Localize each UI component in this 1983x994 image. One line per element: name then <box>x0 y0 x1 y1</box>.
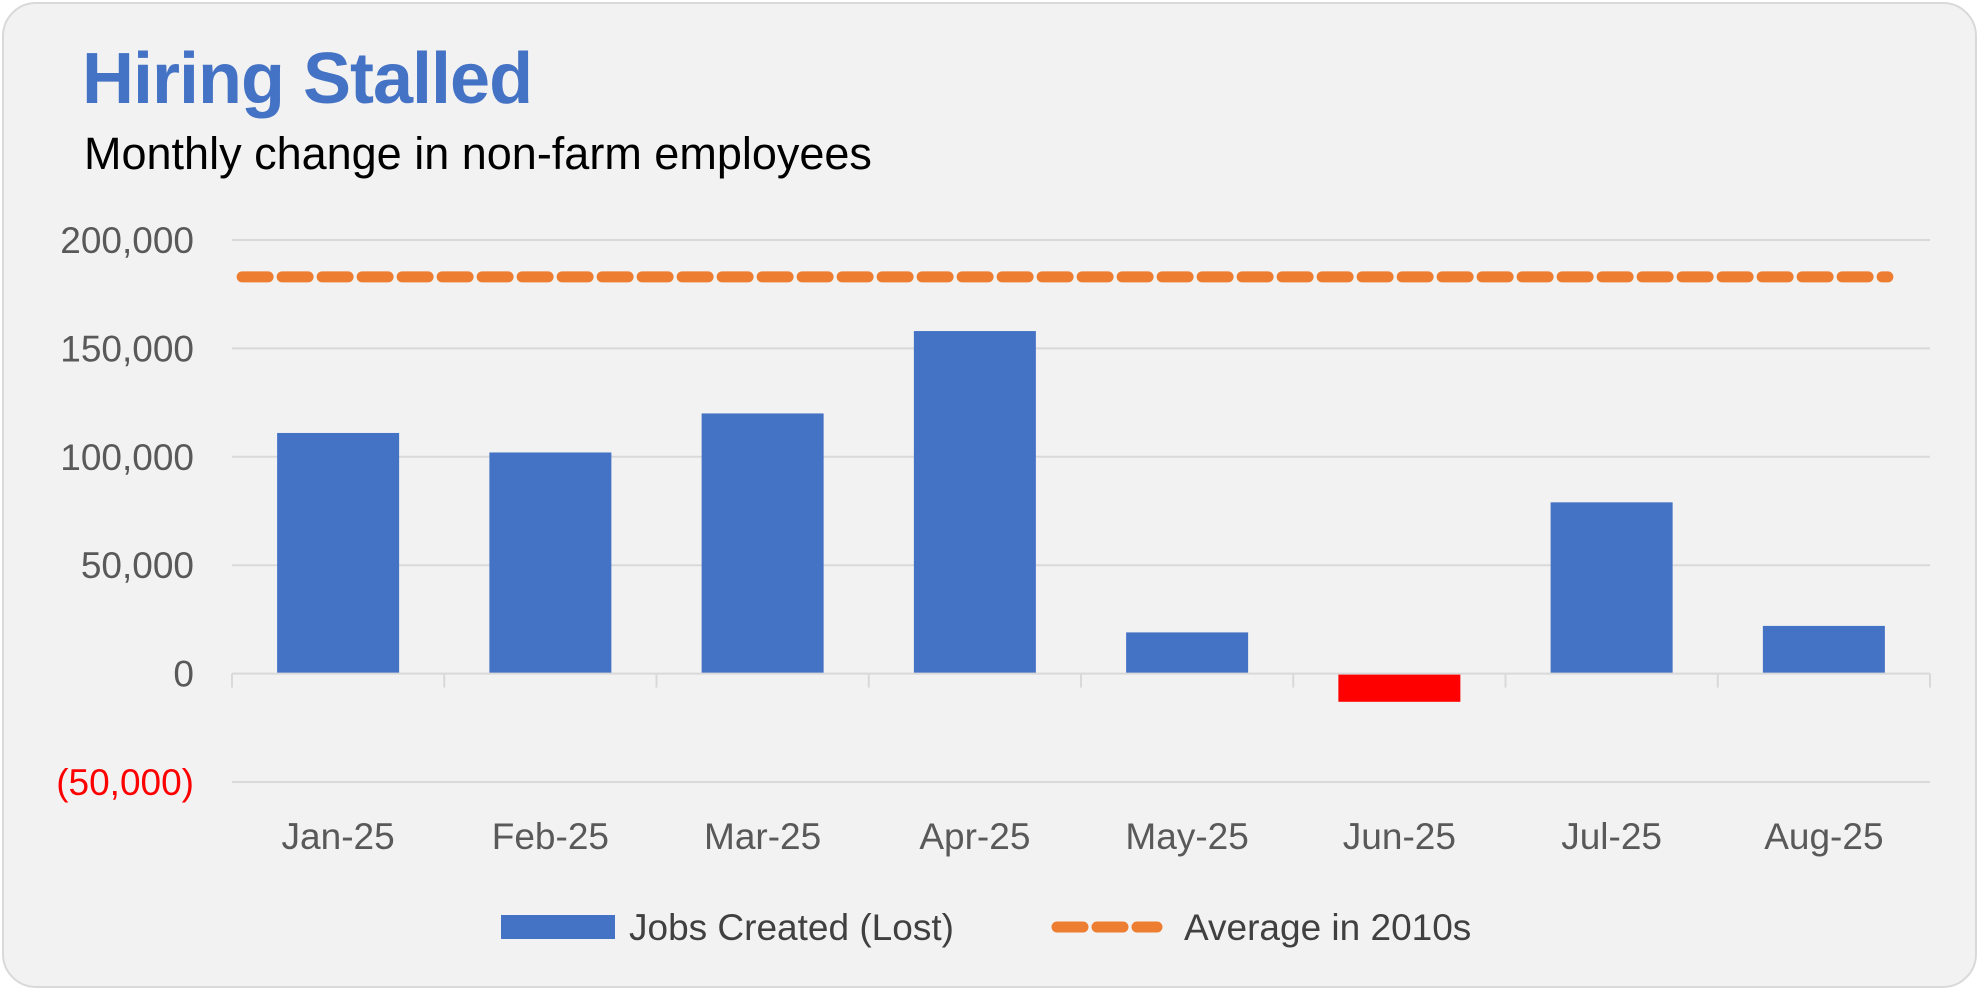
y-axis-tick-labels: 200,000 150,000 100,000 50,000 0 (50,000) <box>56 220 194 803</box>
x-tick-label: Jan-25 <box>282 816 395 857</box>
bar-jun-25 <box>1338 673 1461 702</box>
legend: Jobs Created (Lost) Average in 2010s <box>501 907 1471 948</box>
y-tick-label: 100,000 <box>60 437 194 478</box>
x-tick-label: Jul-25 <box>1561 816 1662 857</box>
x-tick-label: Aug-25 <box>1764 816 1883 857</box>
gridlines <box>232 239 1930 783</box>
chart-title: Hiring Stalled <box>82 39 533 119</box>
x-tick-label: Apr-25 <box>919 816 1030 857</box>
x-tick-label: Mar-25 <box>704 816 821 857</box>
y-tick-label: 0 <box>173 654 194 695</box>
chart-subtitle: Monthly change in non-farm employees <box>84 128 872 179</box>
bar-feb-25 <box>489 452 612 674</box>
y-tick-label: 150,000 <box>60 328 194 369</box>
bar-jan-25 <box>277 432 400 674</box>
bar-series <box>277 331 1885 702</box>
x-axis-tick-labels: Jan-25 Feb-25 Mar-25 Apr-25 May-25 Jun-25 Jul-… <box>282 816 1884 857</box>
x-axis <box>231 672 1931 688</box>
y-tick-label: 50,000 <box>81 545 194 586</box>
x-tick-label: May-25 <box>1125 816 1248 857</box>
bar-jul-25 <box>1550 502 1673 674</box>
bar-mar-25 <box>701 413 824 674</box>
bar-apr-25 <box>913 331 1036 674</box>
x-tick-label: Jun-25 <box>1343 816 1456 857</box>
legend-label-average: Average in 2010s <box>1184 907 1471 948</box>
bar-may-25 <box>1126 632 1249 674</box>
legend-label-bars: Jobs Created (Lost) <box>629 907 954 948</box>
y-tick-label: (50,000) <box>56 762 194 803</box>
y-tick-label: 200,000 <box>60 220 194 261</box>
x-tick-label: Feb-25 <box>492 816 609 857</box>
bar-aug-25 <box>1762 625 1885 674</box>
legend-swatch-bars <box>501 915 615 939</box>
